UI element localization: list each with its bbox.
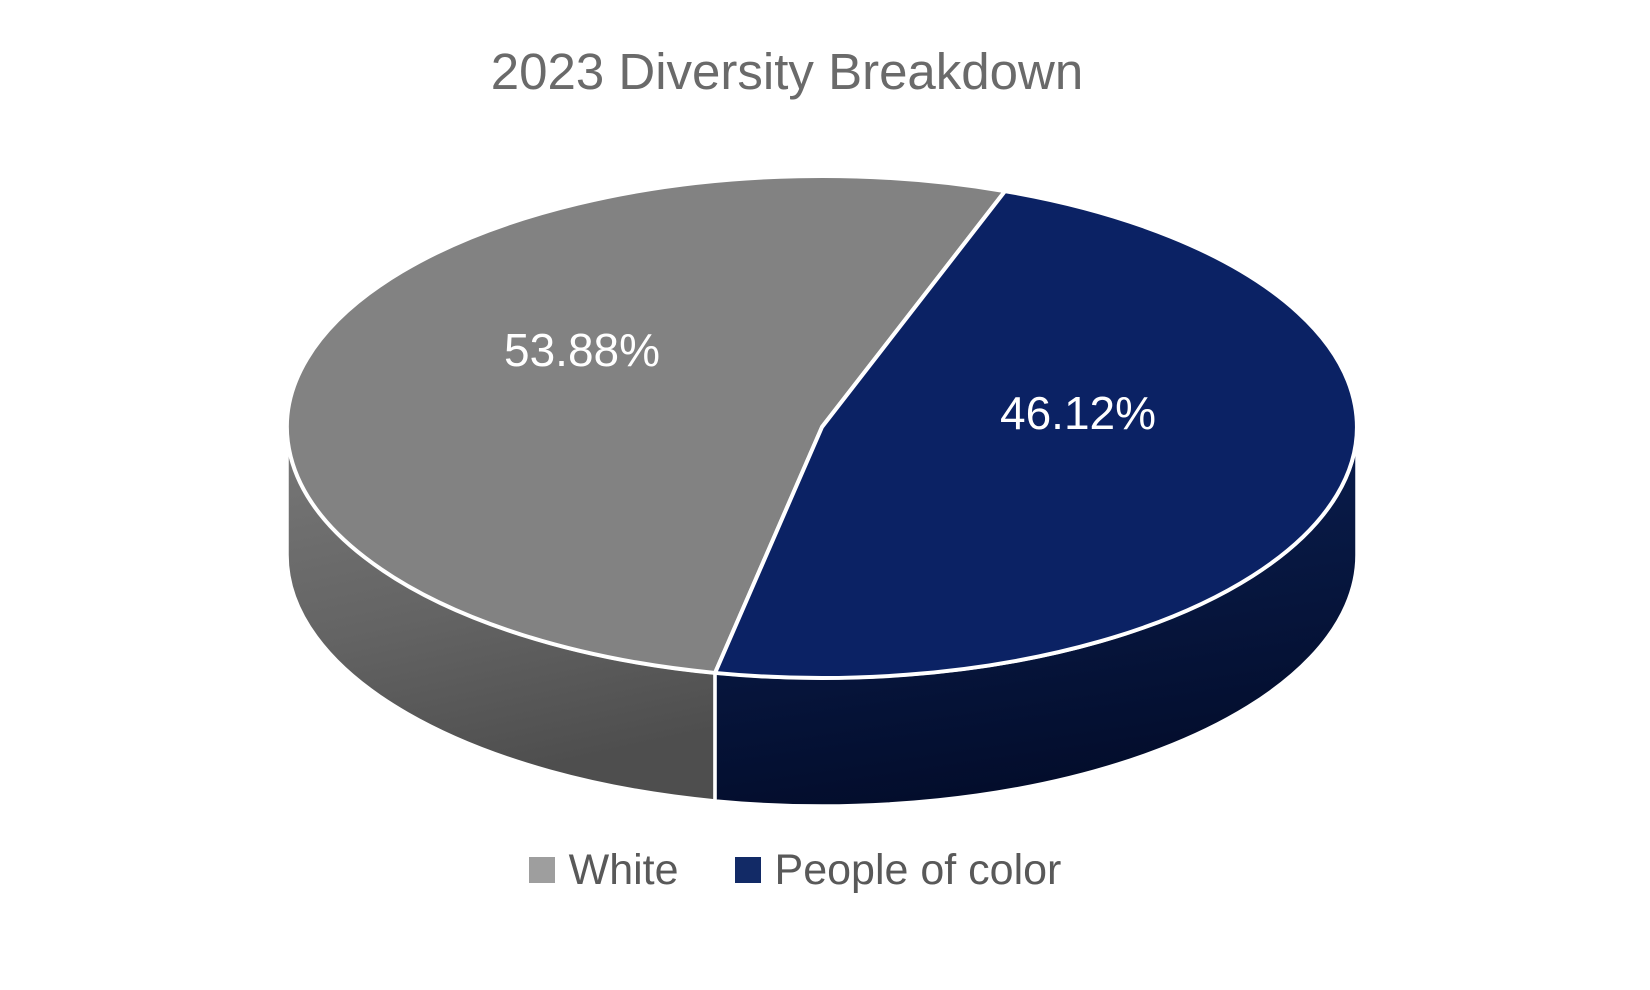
data-label-poc: 46.12% <box>999 387 1157 439</box>
legend: White People of color <box>0 838 1590 902</box>
pie-slice-poc[interactable] <box>713 189 1359 680</box>
legend-swatch-poc-icon <box>734 857 761 883</box>
legend-item-poc[interactable]: People of color <box>734 845 1062 895</box>
pie-slice-white[interactable] <box>284 173 1007 675</box>
legend-label-poc: People of color <box>774 845 1062 894</box>
legend-swatch-white-icon <box>528 857 555 883</box>
chart-title: 2023 Diversity Breakdown <box>490 43 1084 100</box>
data-label-white: 53.88% <box>503 324 661 376</box>
legend-item-white[interactable]: White <box>528 845 679 895</box>
legend-label-white: White <box>568 845 679 894</box>
